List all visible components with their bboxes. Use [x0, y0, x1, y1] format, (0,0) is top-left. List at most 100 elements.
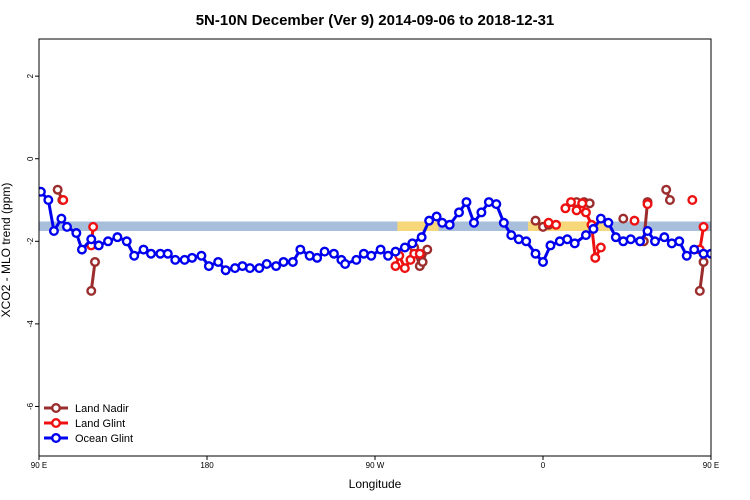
land-glint-point — [698, 221, 709, 232]
ocean-glint-point — [530, 248, 541, 259]
ocean-glint-point — [491, 199, 502, 210]
ocean-glint-point — [545, 240, 556, 251]
ocean-glint-point — [103, 236, 114, 247]
x-tick-label: 0 — [541, 461, 546, 470]
ocean-glint-point — [121, 236, 132, 247]
legend-land-nadir-label: Land Nadir — [75, 403, 129, 415]
x-tick-label: 90 E — [31, 461, 47, 470]
ocean-glint-point — [254, 263, 265, 274]
ocean-glint-point — [674, 236, 685, 247]
ocean-glint-point — [416, 232, 427, 243]
ocean-glint-point — [588, 223, 599, 234]
ocean-glint-point — [603, 217, 614, 228]
ocean-glint-point — [407, 238, 418, 249]
ocean-glint-point — [145, 248, 156, 259]
ocean-glint-point — [642, 225, 653, 236]
ocean-glint-point — [261, 259, 272, 270]
ocean-glint-point — [213, 256, 224, 267]
ocean-glint-point — [538, 256, 549, 267]
ocean-glint-point — [71, 228, 82, 239]
ocean-glint-point — [681, 250, 692, 261]
land-glint-point — [88, 221, 99, 232]
ocean-glint-point — [650, 236, 661, 247]
land-glint-point — [595, 242, 606, 253]
ocean-glint-point — [375, 244, 386, 255]
legend-ocean-glint-label: Ocean Glint — [75, 433, 133, 445]
legend: Land Nadir Land Glint Ocean Glint — [44, 403, 133, 445]
x-tick-label: 180 — [200, 461, 214, 470]
ocean-glint-point — [689, 244, 700, 255]
reference-band — [39, 221, 711, 231]
ocean-glint-point — [498, 217, 509, 228]
legend-land-nadir-marker — [51, 403, 62, 414]
ocean-glint-point — [635, 236, 646, 247]
ocean-glint-point — [93, 240, 104, 251]
ocean-glint-point — [187, 252, 198, 263]
ocean-glint-point — [48, 225, 59, 236]
ocean-glint-point — [706, 248, 711, 259]
land-glint-point — [58, 195, 69, 206]
legend-land-glint-label: Land Glint — [75, 418, 125, 430]
ocean-glint-point — [610, 232, 621, 243]
land-marker — [397, 221, 439, 231]
land-marker — [528, 221, 611, 231]
legend-land-glint-marker — [51, 418, 62, 429]
ocean-glint-point — [340, 259, 351, 270]
land-glint-point — [571, 205, 582, 216]
land-nadir-point — [618, 213, 629, 224]
land-glint-point — [414, 248, 425, 259]
ocean-glint-point — [170, 254, 181, 265]
plot-area: 90 E 180 90 W 0 90 E -6 -4 -2 0 2 — [26, 38, 719, 470]
land-nadir-point — [694, 285, 705, 296]
ocean-glint-point — [162, 248, 173, 259]
land-glint-point — [642, 199, 653, 210]
ocean-glint-point — [295, 244, 306, 255]
ocean-glint-point — [271, 261, 282, 272]
y-tick-label: -2 — [26, 237, 35, 245]
land-nadir-point — [52, 184, 63, 195]
land-nadir-point — [698, 256, 709, 267]
land-glint-point — [390, 261, 401, 272]
ocean-glint-point — [196, 250, 207, 261]
land-nadir-point — [89, 256, 100, 267]
ocean-glint-point — [468, 217, 479, 228]
land-nadir-point — [530, 215, 541, 226]
ocean-glint-point — [56, 213, 67, 224]
ocean-glint-point — [76, 244, 87, 255]
ocean-glint-point — [461, 197, 472, 208]
ocean-glint-point — [476, 207, 487, 218]
land-nadir-point — [417, 256, 428, 267]
land-glint-point — [399, 263, 410, 274]
ocean-glint-point — [580, 230, 591, 241]
ocean-glint-point — [521, 236, 532, 247]
land-glint-point — [577, 198, 588, 209]
land-glint-point — [566, 197, 577, 208]
legend-ocean-glint-marker — [51, 433, 62, 444]
ocean-glint-point — [312, 252, 323, 263]
ocean-glint-point — [43, 195, 54, 206]
ocean-glint-point — [112, 232, 123, 243]
ocean-glint-point — [244, 263, 255, 274]
ocean-glint-point — [659, 232, 670, 243]
land-nadir-point — [661, 184, 672, 195]
ocean-glint-point — [351, 254, 362, 265]
ocean-glint-point — [287, 256, 298, 267]
ocean-glint-point — [203, 261, 214, 272]
land-nadir-point — [86, 285, 97, 296]
y-tick-label: 0 — [26, 156, 35, 161]
ocean-glint-point — [595, 213, 606, 224]
ocean-glint-point — [431, 211, 442, 222]
ocean-glint-point — [86, 234, 97, 245]
x-axis-label: Longitude — [349, 477, 402, 491]
y-tick-label: -4 — [26, 320, 35, 328]
land-nadir-point — [664, 195, 675, 206]
ocean-glint-point — [39, 186, 46, 197]
ocean-glint-point — [562, 234, 573, 245]
ocean-glint-point — [328, 248, 339, 259]
ocean-glint-point — [366, 250, 377, 261]
ocean-glint-point — [319, 246, 330, 257]
y-tick-label: 2 — [26, 73, 35, 78]
x-tick-label: 90 W — [366, 461, 385, 470]
ocean-glint-point — [399, 242, 410, 253]
